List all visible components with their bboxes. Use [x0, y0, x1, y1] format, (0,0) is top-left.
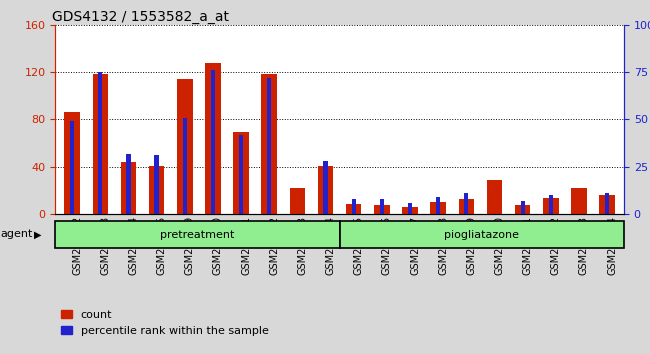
Bar — [239, 135, 243, 214]
Bar — [64, 112, 80, 214]
Bar — [571, 188, 587, 214]
Bar — [92, 74, 108, 214]
Bar — [605, 193, 609, 214]
Text: piogliatazone: piogliatazone — [445, 229, 519, 240]
Bar — [70, 121, 74, 214]
Bar — [380, 199, 384, 214]
Bar — [267, 78, 271, 214]
Bar — [543, 198, 558, 214]
Bar — [55, 221, 339, 248]
Bar — [121, 162, 136, 214]
Bar — [126, 154, 131, 214]
Bar — [318, 166, 333, 214]
Bar — [205, 63, 220, 214]
Bar — [487, 180, 502, 214]
Bar — [183, 118, 187, 214]
Bar — [211, 70, 215, 214]
Bar — [290, 188, 305, 214]
Bar — [402, 207, 418, 214]
Bar — [233, 132, 249, 214]
Bar — [515, 205, 530, 214]
Bar — [599, 195, 615, 214]
Bar — [352, 199, 356, 214]
Bar — [521, 201, 525, 214]
Bar — [149, 166, 164, 214]
Bar — [339, 221, 624, 248]
Bar — [155, 155, 159, 214]
Bar — [408, 203, 412, 214]
Text: ▶: ▶ — [34, 229, 42, 239]
Bar — [464, 193, 469, 214]
Legend: count, percentile rank within the sample: count, percentile rank within the sample — [61, 310, 268, 336]
Bar — [436, 197, 440, 214]
Text: GDS4132 / 1553582_a_at: GDS4132 / 1553582_a_at — [53, 10, 229, 24]
Bar — [261, 74, 277, 214]
Text: pretreatment: pretreatment — [161, 229, 235, 240]
Bar — [430, 202, 446, 214]
Text: agent: agent — [1, 229, 33, 239]
Bar — [459, 199, 474, 214]
Bar — [324, 161, 328, 214]
Bar — [346, 204, 361, 214]
Bar — [374, 205, 389, 214]
Bar — [98, 72, 103, 214]
Bar — [177, 79, 192, 214]
Bar — [549, 195, 553, 214]
